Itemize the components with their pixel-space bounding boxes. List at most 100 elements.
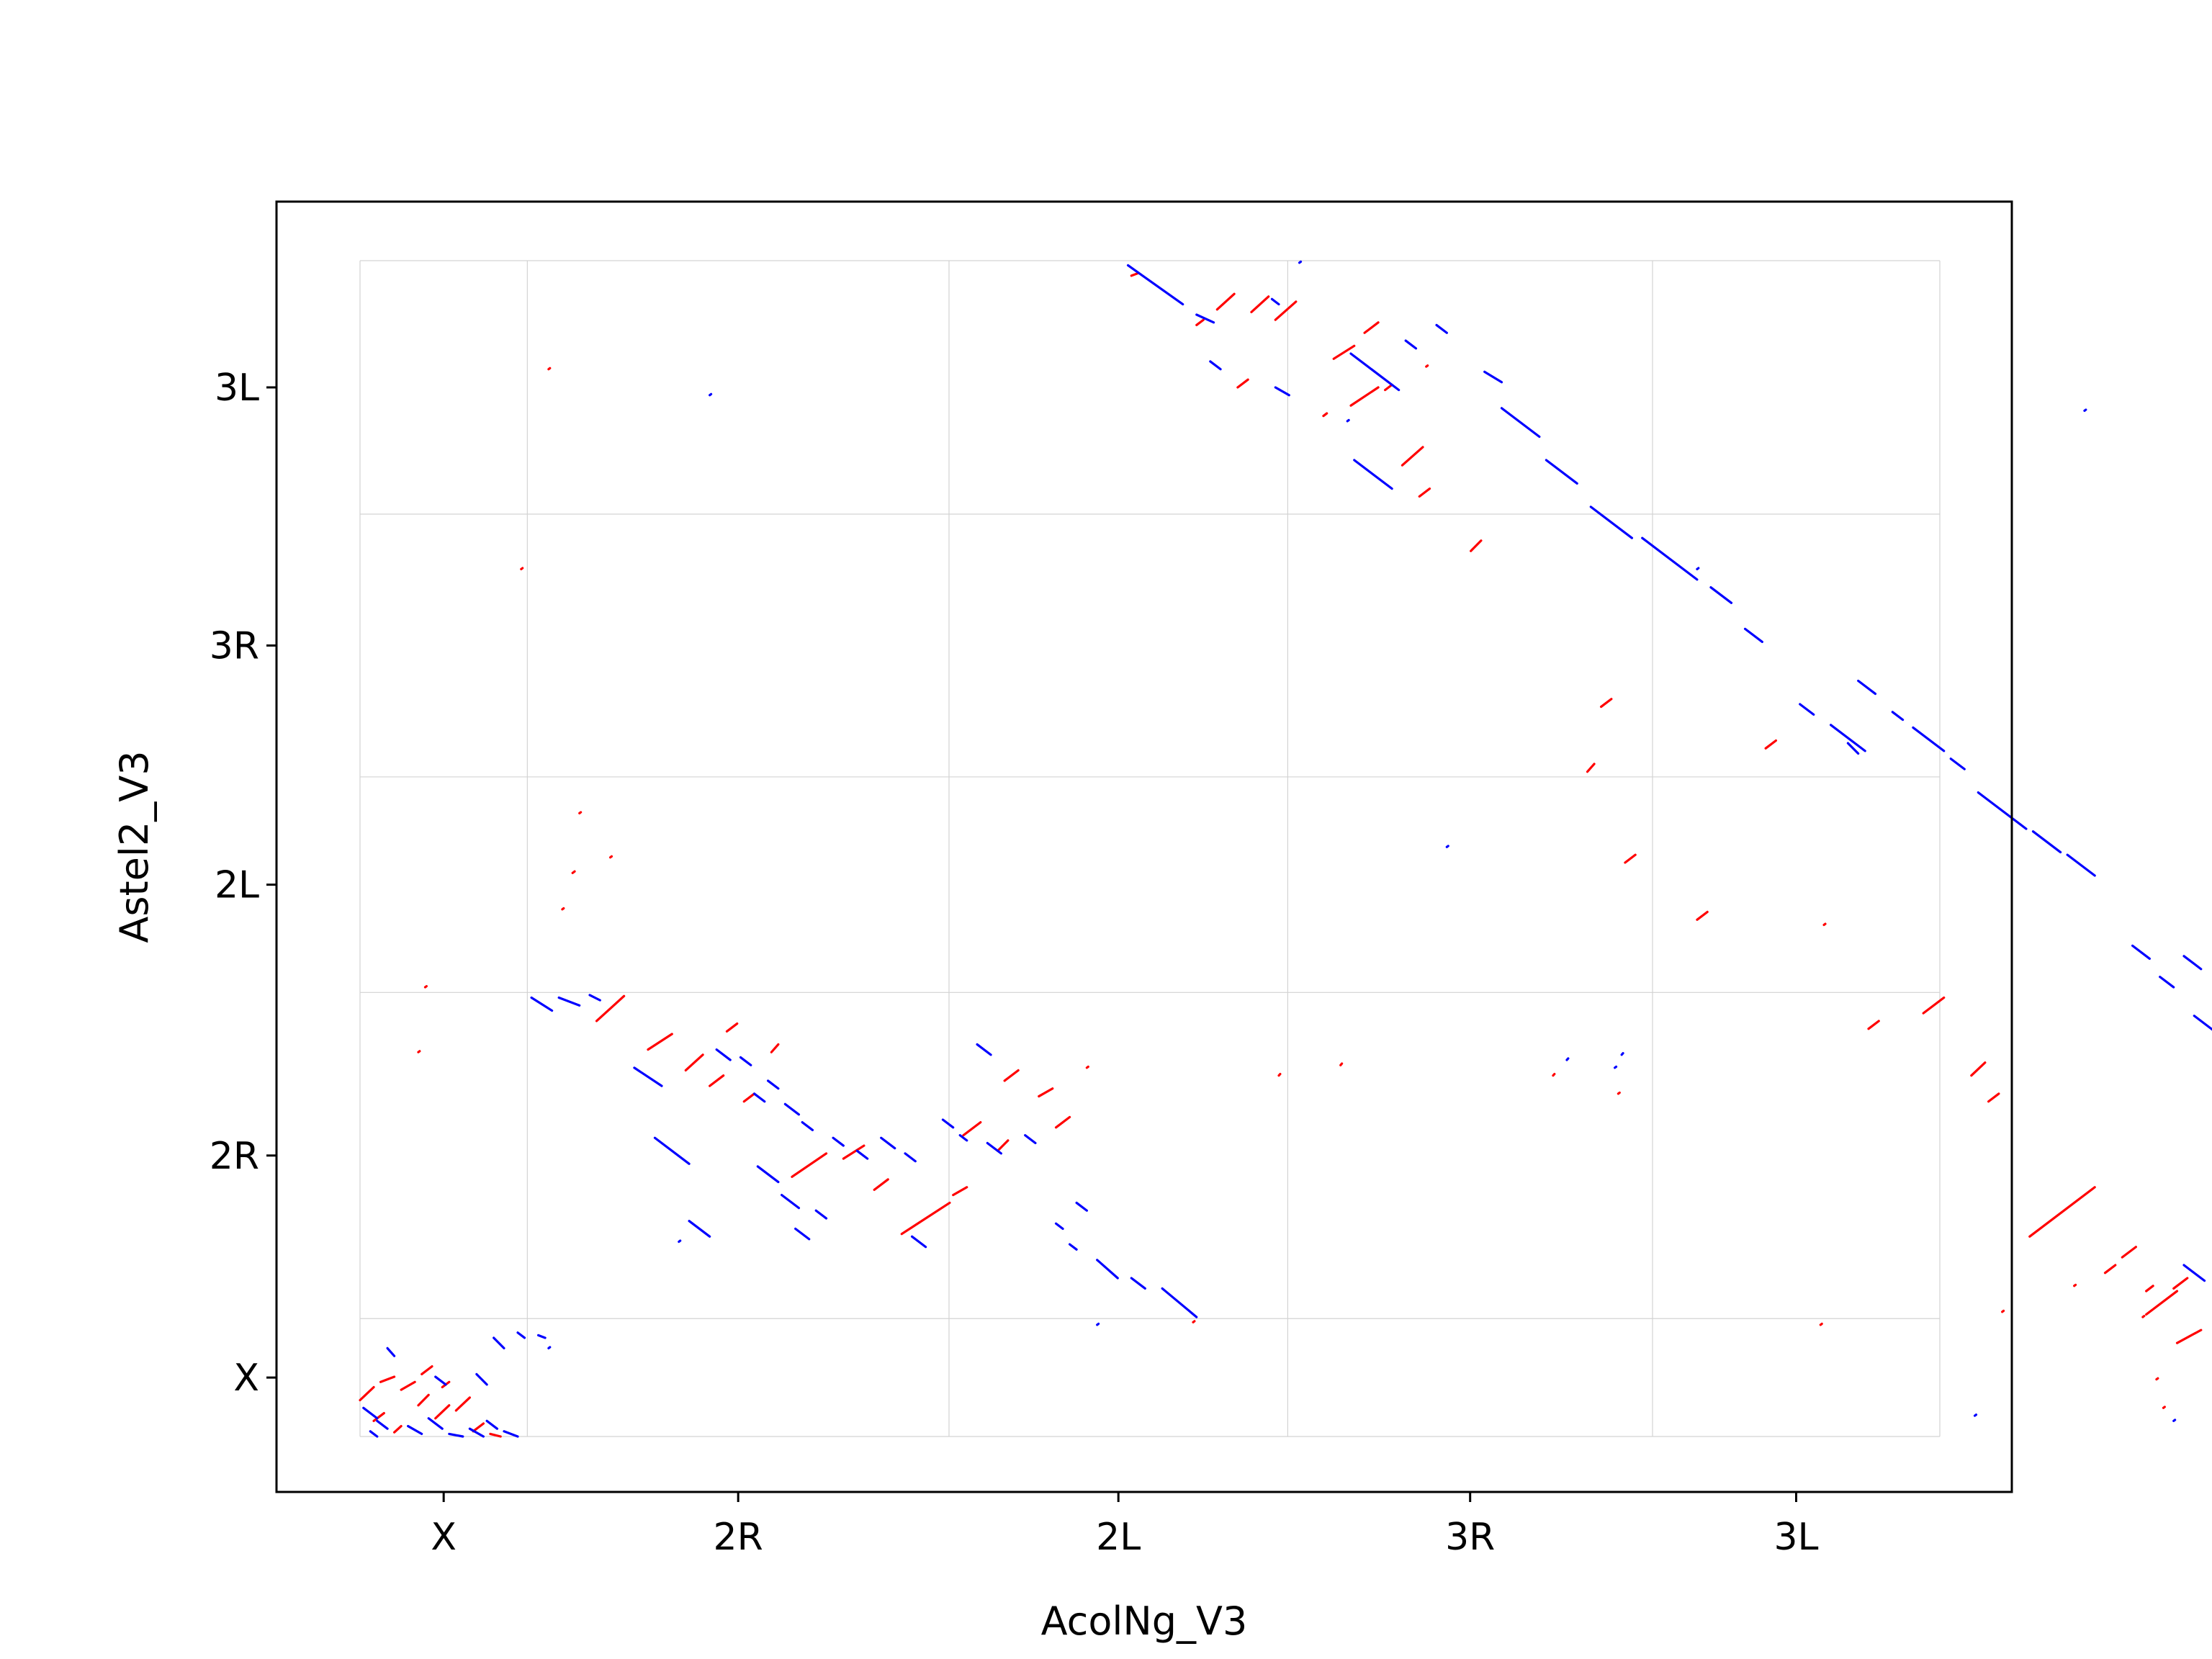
alignment-segment-forward	[520, 567, 524, 571]
alignment-segment-reverse	[503, 1430, 519, 1438]
alignment-segment-reverse	[1545, 459, 1578, 485]
alignment-segment-forward	[873, 1178, 889, 1191]
alignment-segment-forward	[1586, 763, 1596, 773]
alignment-segment-reverse	[1274, 386, 1290, 397]
alignment-segment-reverse	[557, 996, 581, 1007]
alignment-segment-reverse	[516, 1331, 526, 1339]
alignment-segment-reverse	[715, 1048, 732, 1061]
alignment-segment-reverse	[1973, 1413, 1978, 1417]
alignment-segment-forward	[417, 1050, 421, 1053]
x-tick-label-2R: 2R	[714, 1516, 763, 1559]
alignment-segment-forward	[1274, 300, 1298, 321]
alignment-segment-forward	[1384, 383, 1393, 392]
alignment-segment-reverse	[1054, 1222, 1064, 1231]
alignment-segment-reverse	[1068, 1243, 1078, 1251]
alignment-segment-reverse	[434, 1375, 447, 1386]
alignment-segment-forward	[1819, 1322, 1823, 1326]
alignment-segment-reverse	[752, 1092, 766, 1103]
alignment-segment-forward	[1054, 1115, 1071, 1129]
alignment-segment-reverse	[2031, 830, 2062, 854]
alignment-segment-reverse	[653, 1136, 691, 1165]
alignment-segment-forward	[770, 1043, 780, 1053]
alignment-segment-forward	[1922, 996, 1946, 1015]
alignment-segment-forward	[2103, 1264, 2117, 1274]
alignment-segment-reverse	[709, 392, 713, 397]
alignment-segment-reverse	[1404, 339, 1418, 350]
alignment-segment-forward	[684, 1053, 704, 1072]
x-axis-label: AcolNg_V3	[1041, 1599, 1248, 1644]
alignment-segment-forward	[1401, 446, 1424, 467]
alignment-segment-reverse	[1500, 407, 1541, 439]
alignment-segment-forward	[1130, 271, 1140, 277]
x-tick-label-X: X	[431, 1516, 457, 1559]
alignment-segment-reverse	[832, 1136, 845, 1147]
alignment-segment-forward	[2175, 1328, 2203, 1344]
alignment-segment-reverse	[1075, 1201, 1088, 1212]
alignment-segment-forward	[1038, 1087, 1054, 1098]
alignment-segment-reverse	[781, 1194, 801, 1210]
alignment-segment-forward	[1195, 318, 1205, 327]
alignment-segment-reverse	[407, 1424, 423, 1435]
alignment-segment-forward	[1332, 344, 1356, 360]
alignment-segment-reverse	[1620, 1052, 1624, 1056]
alignment-segment-reverse	[2182, 1264, 2206, 1282]
alignment-segment-reverse	[1346, 418, 1350, 423]
alignment-segment-reverse	[1912, 726, 1946, 752]
alignment-segment-reverse	[485, 1419, 499, 1430]
alignment-segment-forward	[547, 367, 552, 371]
y-tick-label-3L: 3L	[215, 367, 259, 410]
alignment-segment-reverse	[2172, 1419, 2177, 1422]
alignment-segment-reverse	[2193, 1015, 2212, 1031]
alignment-segment-reverse	[530, 996, 554, 1012]
alignment-segment-forward	[608, 855, 613, 859]
alignment-segment-forward	[1552, 1072, 1556, 1077]
alignment-segment-forward	[1085, 1065, 1089, 1069]
alignment-segment-forward	[1617, 1091, 1621, 1095]
alignment-segment-forward	[1470, 539, 1483, 552]
alignment-segment-reverse	[1829, 724, 1866, 752]
alignment-segment-forward	[1764, 739, 1778, 750]
alignment-segment-forward	[1250, 295, 1270, 314]
alignment-segment-reverse	[1949, 757, 1966, 770]
x-tick-label-3R: 3R	[1445, 1516, 1495, 1559]
grid-lines	[359, 260, 1941, 1437]
alignment-segment-reverse	[1298, 260, 1303, 264]
alignment-segment-reverse	[1161, 1287, 1198, 1318]
alignment-segment-reverse	[386, 1346, 396, 1357]
alignment-segment-reverse	[1195, 313, 1215, 324]
alignment-segment-reverse	[1799, 703, 1815, 716]
alignment-segment-forward	[1322, 412, 1328, 418]
alignment-segment-forward	[900, 1201, 951, 1236]
alignment-segment-reverse	[1353, 459, 1393, 490]
alignment-segment-reverse	[427, 1417, 444, 1430]
alignment-segment-forward	[2001, 1309, 2005, 1313]
alignment-segment-forward	[1349, 386, 1380, 407]
alignment-segment-forward	[1339, 1062, 1344, 1066]
alignment-segment-reverse	[2066, 853, 2096, 877]
alignment-segment-reverse	[1709, 586, 1733, 604]
alignment-segment-forward	[472, 1422, 485, 1433]
alignment-segment-reverse	[688, 1220, 711, 1238]
alignment-segment-reverse	[1857, 679, 1877, 696]
alignment-segment-forward	[2145, 1285, 2154, 1292]
alignment-segment-forward	[421, 1365, 433, 1376]
alignment-segment-forward	[952, 1186, 968, 1197]
alignment-segment-reverse	[1891, 711, 1905, 721]
alignment-segment-reverse	[1743, 627, 1763, 644]
alignment-segment-reverse	[1696, 567, 1700, 571]
alignment-segment-reverse	[1614, 1065, 1618, 1069]
alignment-segment-forward	[1215, 292, 1236, 311]
alignment-segment-forward	[2028, 1186, 2096, 1238]
alignment-segment-forward	[647, 1033, 673, 1051]
alignment-segment-reverse	[1565, 1057, 1570, 1061]
alignment-segment-reverse	[756, 1165, 780, 1184]
alignment-segment-forward	[2162, 1406, 2166, 1409]
alignment-segment-reverse	[814, 1209, 828, 1220]
plot-frame	[275, 200, 2013, 1493]
alignment-segment-forward	[1236, 378, 1249, 389]
alignment-segment-forward	[996, 1139, 1010, 1152]
alignment-segment-reverse	[1209, 360, 1222, 371]
alignment-segment-forward	[578, 811, 583, 815]
alignment-segment-forward	[417, 1393, 430, 1407]
alignment-segment-reverse	[1126, 264, 1184, 306]
